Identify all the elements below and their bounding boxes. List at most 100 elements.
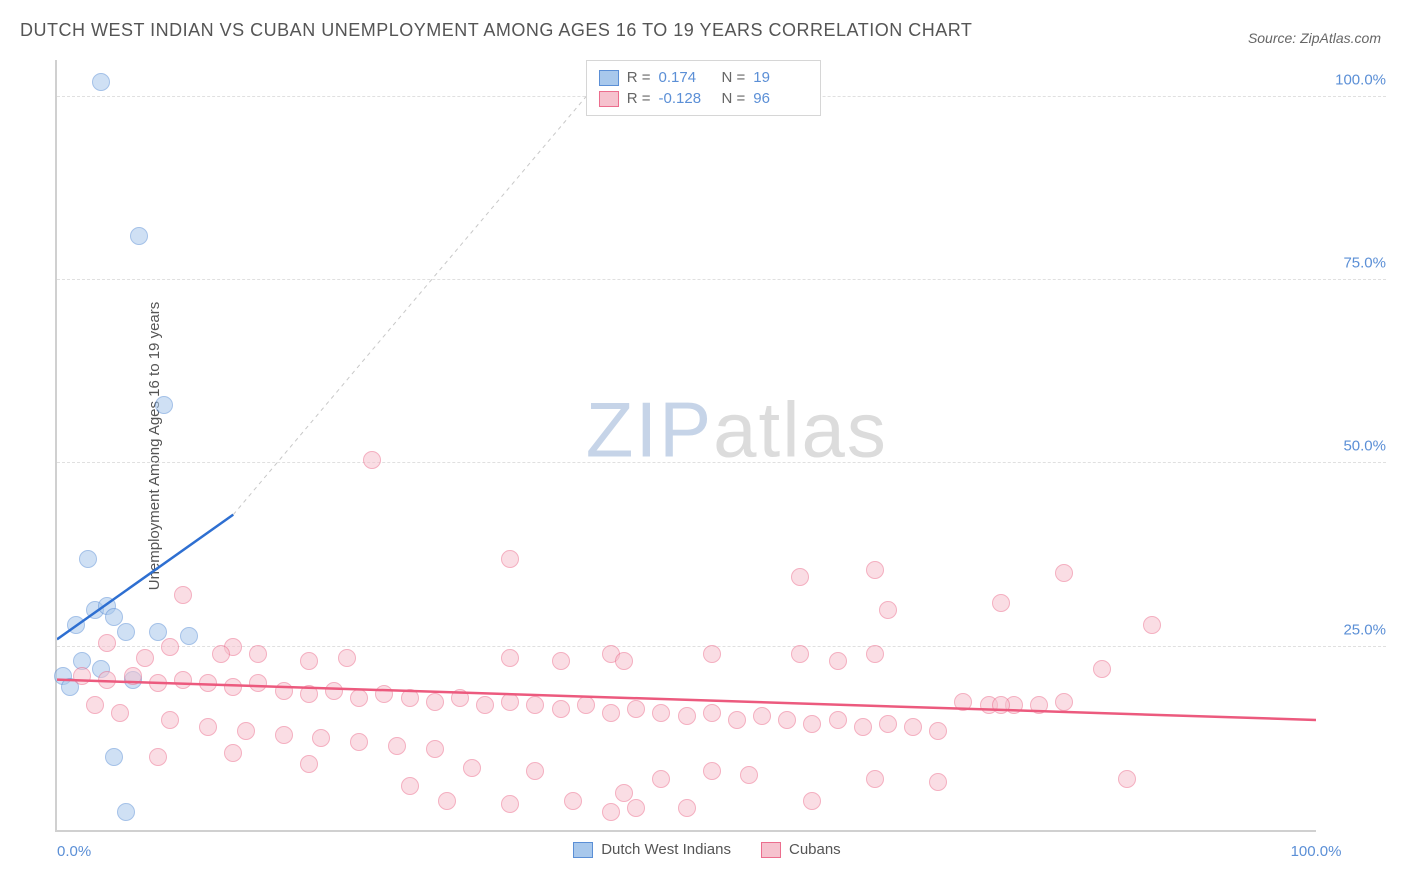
data-point xyxy=(92,73,110,91)
data-point xyxy=(879,601,897,619)
legend-swatch xyxy=(599,70,619,86)
y-tick-label: 100.0% xyxy=(1335,71,1386,88)
data-point xyxy=(149,748,167,766)
r-label: R = xyxy=(627,69,651,86)
legend-stat-row: R =0.174N =19 xyxy=(599,67,809,88)
data-point xyxy=(275,682,293,700)
data-point xyxy=(879,715,897,733)
data-point xyxy=(338,649,356,667)
plot-area: ZIPatlas R =0.174N =19R =-0.128N =96 Dut… xyxy=(55,60,1316,832)
data-point xyxy=(105,608,123,626)
data-point xyxy=(451,689,469,707)
data-point xyxy=(180,627,198,645)
data-point xyxy=(199,674,217,692)
x-tick-label: 0.0% xyxy=(57,843,91,860)
data-point xyxy=(155,396,173,414)
data-point xyxy=(803,715,821,733)
legend-swatch xyxy=(573,842,593,858)
data-point xyxy=(627,799,645,817)
source-attribution: Source: ZipAtlas.com xyxy=(1248,30,1381,46)
data-point xyxy=(325,682,343,700)
data-point xyxy=(300,652,318,670)
r-label: R = xyxy=(627,90,651,107)
y-tick-label: 75.0% xyxy=(1343,255,1386,272)
data-point xyxy=(1055,564,1073,582)
data-point xyxy=(627,700,645,718)
data-point xyxy=(199,718,217,736)
data-point xyxy=(929,722,947,740)
data-point xyxy=(463,759,481,777)
watermark-part1: ZIP xyxy=(586,385,713,473)
data-point xyxy=(300,685,318,703)
data-point xyxy=(86,696,104,714)
data-point xyxy=(929,773,947,791)
data-point xyxy=(1143,616,1161,634)
n-value: 96 xyxy=(753,90,808,107)
data-point xyxy=(501,649,519,667)
data-point xyxy=(602,803,620,821)
legend-label: Cubans xyxy=(789,841,841,858)
data-point xyxy=(1093,660,1111,678)
data-point xyxy=(363,451,381,469)
gridline xyxy=(57,462,1386,463)
data-point xyxy=(703,645,721,663)
data-point xyxy=(753,707,771,725)
data-point xyxy=(564,792,582,810)
data-point xyxy=(992,696,1010,714)
data-point xyxy=(73,667,91,685)
n-label: N = xyxy=(722,90,746,107)
legend-label: Dutch West Indians xyxy=(601,841,731,858)
data-point xyxy=(161,638,179,656)
data-point xyxy=(678,799,696,817)
data-point xyxy=(803,792,821,810)
data-point xyxy=(149,623,167,641)
data-point xyxy=(212,645,230,663)
data-point xyxy=(1055,693,1073,711)
r-value: 0.174 xyxy=(659,69,714,86)
chart-title: DUTCH WEST INDIAN VS CUBAN UNEMPLOYMENT … xyxy=(20,20,972,41)
data-point xyxy=(161,711,179,729)
data-point xyxy=(791,568,809,586)
data-point xyxy=(249,645,267,663)
data-point xyxy=(866,770,884,788)
data-point xyxy=(652,704,670,722)
data-point xyxy=(275,726,293,744)
data-point xyxy=(98,634,116,652)
data-point xyxy=(149,674,167,692)
data-point xyxy=(67,616,85,634)
data-point xyxy=(375,685,393,703)
data-point xyxy=(829,652,847,670)
data-point xyxy=(728,711,746,729)
watermark-part2: atlas xyxy=(713,385,888,473)
data-point xyxy=(224,678,242,696)
data-point xyxy=(224,744,242,762)
data-point xyxy=(237,722,255,740)
data-point xyxy=(388,737,406,755)
data-point xyxy=(652,770,670,788)
data-point xyxy=(136,649,154,667)
data-point xyxy=(350,689,368,707)
data-point xyxy=(854,718,872,736)
data-point xyxy=(501,693,519,711)
data-point xyxy=(1118,770,1136,788)
data-point xyxy=(300,755,318,773)
data-point xyxy=(174,671,192,689)
data-point xyxy=(678,707,696,725)
data-point xyxy=(552,700,570,718)
data-point xyxy=(426,740,444,758)
data-point xyxy=(438,792,456,810)
data-point xyxy=(124,667,142,685)
data-point xyxy=(249,674,267,692)
data-point xyxy=(526,696,544,714)
data-point xyxy=(312,729,330,747)
legend-swatch xyxy=(761,842,781,858)
data-point xyxy=(615,652,633,670)
data-point xyxy=(401,689,419,707)
x-tick-label: 100.0% xyxy=(1291,843,1342,860)
data-point xyxy=(111,704,129,722)
legend-stat-row: R =-0.128N =96 xyxy=(599,88,809,109)
data-point xyxy=(401,777,419,795)
data-point xyxy=(602,704,620,722)
data-point xyxy=(79,550,97,568)
n-value: 19 xyxy=(753,69,808,86)
